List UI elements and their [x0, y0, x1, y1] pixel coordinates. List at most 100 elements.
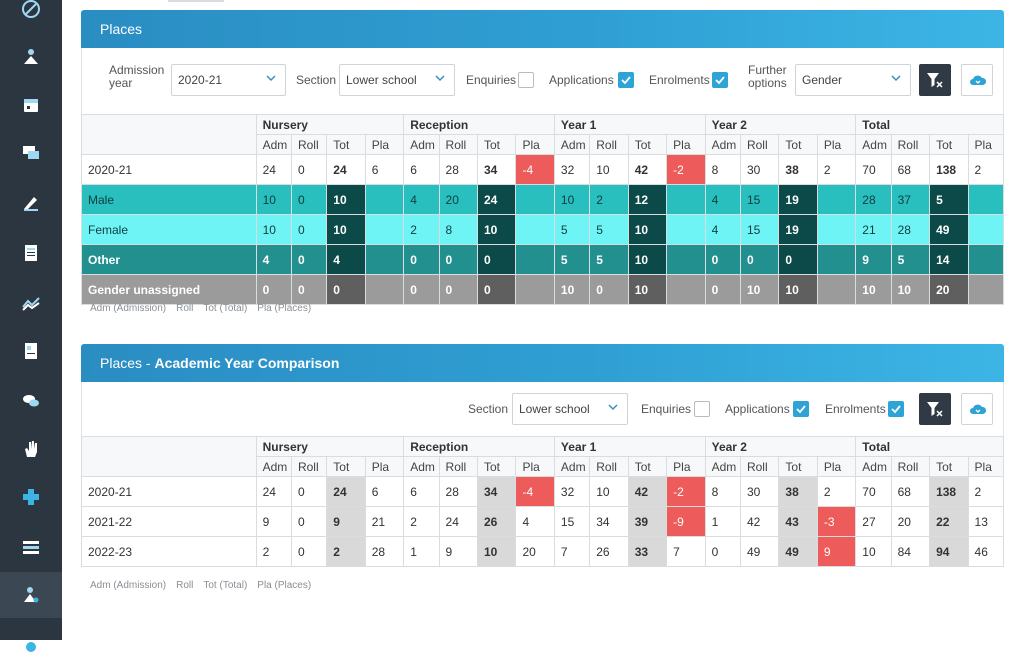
check-icon	[796, 405, 806, 414]
table-cell	[816, 184, 857, 215]
enrolments-checkbox[interactable]	[888, 401, 904, 417]
table-cell: -4	[515, 154, 555, 185]
sidebar-item-medical[interactable]	[0, 474, 62, 520]
table-cell: 0	[403, 274, 440, 305]
table-cell: 9	[855, 244, 892, 275]
table-cell: 8	[704, 154, 741, 185]
filter-clear-icon	[927, 73, 943, 88]
messages-icon	[23, 146, 39, 159]
sidebar-item-admissions[interactable]	[0, 572, 62, 618]
sidebar-item-discount[interactable]	[0, 0, 62, 32]
sidebar-item-hand[interactable]	[0, 426, 62, 472]
clear-filter-button[interactable]	[919, 393, 951, 425]
download-button[interactable]	[961, 393, 993, 425]
table-row[interactable]: Female 10 0 10 2 8 10 5 5 10 4 15 19 21 28 49	[81, 214, 1005, 245]
group-header: Year 1	[553, 436, 706, 457]
sidebar-item-chat[interactable]	[0, 378, 62, 424]
enquiries-checkbox[interactable]	[694, 401, 710, 417]
table-cell: 7	[553, 536, 591, 567]
filter-clear-icon	[927, 402, 943, 417]
sidebar-item-document[interactable]	[0, 230, 62, 276]
sidebar-item-writing[interactable]	[0, 180, 62, 226]
column-header: Adm	[403, 134, 440, 155]
table-cell: 9	[255, 506, 292, 537]
admission-year-select[interactable]: 2020-21	[171, 64, 286, 96]
table-cell: 94	[929, 536, 969, 567]
cloud-download-icon	[970, 75, 987, 85]
column-header: Roll	[890, 456, 931, 477]
calendar-icon	[24, 99, 38, 112]
sidebar-item-report[interactable]	[0, 328, 62, 374]
table-row[interactable]: Gender unassigned 0 0 0 0 0 0 10 0 10 0 10 10 10 10 20	[81, 274, 1005, 305]
legend-item: Tot (Total)	[203, 303, 248, 314]
table-cell: 28	[438, 154, 479, 185]
further-options-select[interactable]: Gender	[795, 64, 911, 96]
table-cell: 15	[553, 506, 591, 537]
column-header: Pla	[967, 134, 1005, 155]
table-cell: 138	[929, 476, 969, 507]
medical-cross-icon	[23, 489, 39, 505]
table-cell: 8	[704, 476, 741, 507]
table-cell: 10	[476, 214, 517, 245]
table-cell: 14	[929, 244, 969, 275]
table-cell: 6	[403, 476, 440, 507]
sidebar-item-table[interactable]	[0, 524, 62, 570]
table-cell: 27	[855, 506, 892, 537]
sidebar-item-messages[interactable]	[0, 130, 62, 176]
enquiries-checkbox[interactable]	[518, 72, 534, 88]
table-cell: 20	[438, 184, 479, 215]
table-row[interactable]: 2022-23 2 0 2 28 1 9 10 20 7 26 33 7 0 49 49 9 10 84 94 46	[81, 536, 1005, 567]
table-cell: 4	[704, 214, 741, 245]
sidebar-item-teacher[interactable]	[0, 34, 62, 80]
column-header: Roll	[739, 134, 780, 155]
table-row[interactable]: 2020-21 24 0 24 6 6 28 34 -4 32 10 42 -2 8 30 38 2 70 68 13…	[81, 476, 1005, 507]
corner-cell	[81, 436, 257, 477]
table-cell: 49	[739, 536, 780, 567]
sidebar-item-calendar[interactable]	[0, 82, 62, 128]
table-cell: 24	[255, 154, 292, 185]
table-cell: 0	[326, 274, 366, 305]
legend-item: Adm (Admission)	[90, 303, 167, 314]
legend-item: Adm (Admission)	[90, 580, 167, 591]
row-label: 2020-21	[81, 154, 257, 185]
column-header: Adm	[553, 456, 591, 477]
table-row[interactable]: 2021-22 9 0 9 21 2 24 26 4 15 34 39 -9 1 42 43 -3 27 20 22 1…	[81, 506, 1005, 537]
table-cell: 24	[326, 476, 366, 507]
table-cell: 10	[627, 244, 668, 275]
applications-checkbox[interactable]	[618, 72, 634, 88]
enrolments-checkbox[interactable]	[712, 72, 728, 88]
table-row[interactable]: Male 10 0 10 4 20 24 10 2 12 4 15 19 28 37 5	[81, 184, 1005, 215]
clear-filter-button[interactable]	[919, 64, 951, 96]
table-cell: 20	[929, 274, 969, 305]
table-cell: 20	[515, 536, 555, 567]
table-cell: 0	[704, 244, 741, 275]
table-cell	[515, 184, 555, 215]
enquiries-label: Enquiries	[641, 402, 692, 416]
table-cell: 38	[778, 154, 818, 185]
download-button[interactable]	[961, 64, 993, 96]
group-header-row: Nursery Reception Year 1 Year 2 Total	[81, 114, 1004, 155]
sidebar	[0, 0, 62, 652]
group-header: Total	[855, 114, 1004, 135]
table-cell: 12	[627, 184, 668, 215]
table-cell: 10	[553, 274, 591, 305]
table-cell: -4	[515, 476, 555, 507]
table-cell: 0	[739, 244, 780, 275]
column-header: Tot	[476, 456, 517, 477]
legend-item: Roll	[176, 303, 194, 314]
section-select[interactable]: Lower school	[512, 393, 628, 425]
table-row[interactable]: Other 4 0 4 0 0 0 5 5 10 0 0 0 9 5 14	[81, 244, 1005, 275]
column-header: Roll	[438, 456, 479, 477]
table-row[interactable]: 2020-21 24 0 24 6 6 28 34 -4 32 10 42 -2 8 30 38 2 70 68 13…	[81, 154, 1005, 185]
sidebar-item-chart[interactable]	[0, 280, 62, 326]
table-cell: 28	[364, 536, 405, 567]
section-label: Section	[296, 73, 337, 87]
table-cell: 84	[890, 536, 931, 567]
chevron-down-icon	[435, 75, 445, 82]
applications-checkbox[interactable]	[793, 401, 809, 417]
places-panel: Places Admission year 2020-21 Section Lo…	[81, 10, 1005, 305]
sidebar-item-more[interactable]	[0, 624, 62, 670]
legend: Adm (Admission) Roll Tot (Total) Pla (Place…	[90, 303, 311, 314]
row-label: Female	[81, 214, 257, 245]
section-select[interactable]: Lower school	[339, 64, 455, 96]
